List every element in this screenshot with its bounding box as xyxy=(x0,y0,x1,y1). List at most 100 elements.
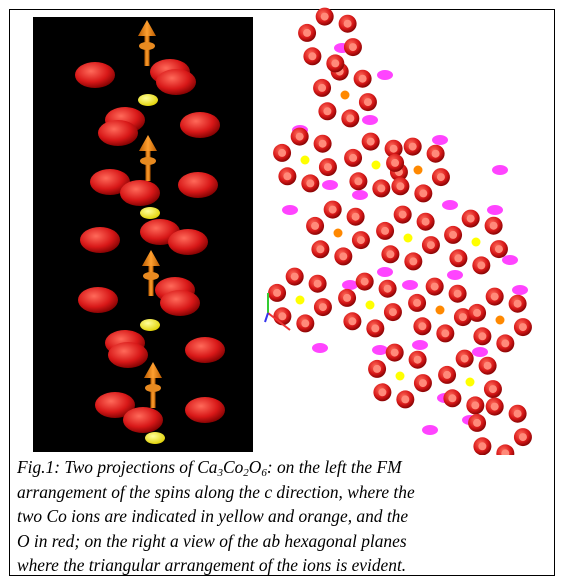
oxygen-ion-inner xyxy=(384,285,392,293)
oxygen-ion xyxy=(108,342,148,368)
oxygen-ion xyxy=(123,407,163,433)
calcium-ion xyxy=(372,345,388,355)
co-ion xyxy=(296,296,305,305)
oxygen-ion-inner xyxy=(471,401,479,409)
oxygen-ion-inner xyxy=(491,293,499,301)
calcium-ion xyxy=(487,205,503,215)
oxygen-ion xyxy=(180,112,220,138)
spin-arrow-ring xyxy=(139,42,155,50)
hexagonal-plane-view xyxy=(268,8,532,455)
oxygen-ion-inner xyxy=(357,236,365,244)
oxygen-ion-inner xyxy=(437,173,445,181)
oxygen-ion-inner xyxy=(344,20,352,28)
oxygen-ion-inner xyxy=(301,319,309,327)
oxygen-ion-inner xyxy=(389,308,397,316)
oxygen-ion-inner xyxy=(478,442,486,450)
co-ion xyxy=(404,234,413,243)
oxygen-ion-inner xyxy=(473,309,481,317)
oxygen-ion-inner xyxy=(399,211,407,219)
oxygen-ion-inner xyxy=(454,290,462,298)
oxygen-ion-inner xyxy=(373,365,381,373)
co-ion xyxy=(466,378,475,387)
spin-arrow-ring xyxy=(140,157,156,165)
oxygen-ion-inner xyxy=(377,184,385,192)
oxygen-ion-inner xyxy=(443,371,451,379)
oxygen-ion xyxy=(78,287,118,313)
oxygen-ion xyxy=(185,337,225,363)
calcium-ion xyxy=(432,135,448,145)
oxygen-ion-inner xyxy=(441,329,449,337)
oxygen-ion-inner xyxy=(278,149,286,157)
oxygen-ion-inner xyxy=(419,189,427,197)
oxygen-ion-inner xyxy=(514,300,522,308)
oxygen-ion-inner xyxy=(477,261,485,269)
oxygen-ion xyxy=(168,229,208,255)
calcium-ion xyxy=(282,205,298,215)
calcium-ion xyxy=(322,180,338,190)
oxygen-ion-inner xyxy=(371,324,379,332)
calcium-ion xyxy=(512,285,528,295)
oxygen-ion-inner xyxy=(303,29,311,37)
oxygen-ion xyxy=(156,69,196,95)
caption-text: : on the left the FM xyxy=(267,457,402,477)
co-ion xyxy=(145,432,165,444)
co-ion xyxy=(396,372,405,381)
oxygen-ion xyxy=(75,62,115,88)
oxygen-ion-inner xyxy=(318,84,326,92)
oxygen-ion-inner xyxy=(396,182,404,190)
calcium-ion xyxy=(342,280,358,290)
calcium-ion xyxy=(362,115,378,125)
oxygen-ion-inner xyxy=(454,254,462,262)
oxygen-ion-inner xyxy=(329,206,337,214)
figure-image xyxy=(0,0,566,455)
oxygen-ion-inner xyxy=(324,163,332,171)
oxygen-ion-inner xyxy=(418,322,426,330)
spin-arrow-ring xyxy=(145,384,161,392)
co-ion xyxy=(140,207,160,219)
oxygen-ion-inner xyxy=(495,245,503,253)
oxygen-ion-inner xyxy=(519,323,527,331)
oxygen-ion-inner xyxy=(519,433,527,441)
oxygen-ion-inner xyxy=(352,213,360,221)
calcium-ion xyxy=(312,343,328,353)
oxygen-ion-inner xyxy=(449,231,457,239)
calcium-ion xyxy=(377,70,393,80)
oxygen-ion-inner xyxy=(291,273,299,281)
caption-line: arrangement of the spins along the c dir… xyxy=(17,480,552,505)
co-ion xyxy=(436,306,445,315)
caption-line: two Co ions are indicated in yellow and … xyxy=(17,504,552,529)
oxygen-ion-inner xyxy=(323,107,331,115)
page: {"caption": { "line1": ["Fig.1: Two proj… xyxy=(0,0,566,586)
oxygen-ion-inner xyxy=(311,222,319,230)
calcium-ion xyxy=(402,280,418,290)
caption-line: Fig.1: Two projections of Ca3Co2O6: on t… xyxy=(17,455,552,480)
oxygen-ion-inner xyxy=(467,215,475,223)
oxygen-ion-inner xyxy=(427,241,435,249)
oxygen-ion-inner xyxy=(490,222,498,230)
oxygen-ion xyxy=(80,227,120,253)
oxygen-ion-inner xyxy=(278,312,286,320)
oxygen-ion-inner xyxy=(514,410,522,418)
oxygen-ion-inner xyxy=(414,356,422,364)
co-ion xyxy=(366,301,375,310)
oxygen-ion-inner xyxy=(409,257,417,265)
caption-line: where the triangular arrangement of the … xyxy=(17,553,552,578)
oxygen-ion-inner xyxy=(473,419,481,427)
oxygen-ion-inner xyxy=(343,294,351,302)
oxygen-ion-inner xyxy=(431,283,439,291)
oxygen-ion-inner xyxy=(367,138,375,146)
oxygen-ion-inner xyxy=(422,218,430,226)
co-ion xyxy=(341,91,350,100)
oxygen-ion-inner xyxy=(478,332,486,340)
oxygen-ion xyxy=(178,172,218,198)
oxygen-ion-inner xyxy=(364,98,372,106)
calcium-ion xyxy=(377,267,393,277)
oxygen-ion-inner xyxy=(359,75,367,83)
oxygen-ion-inner xyxy=(316,245,324,253)
oxygen-ion-inner xyxy=(413,299,421,307)
oxygen-ion-inner xyxy=(489,385,497,393)
oxygen-ion xyxy=(120,180,160,206)
figure-caption: Fig.1: Two projections of Ca3Co2O6: on t… xyxy=(17,455,552,578)
oxygen-ion-inner xyxy=(391,159,399,167)
oxygen-ion-inner xyxy=(319,303,327,311)
